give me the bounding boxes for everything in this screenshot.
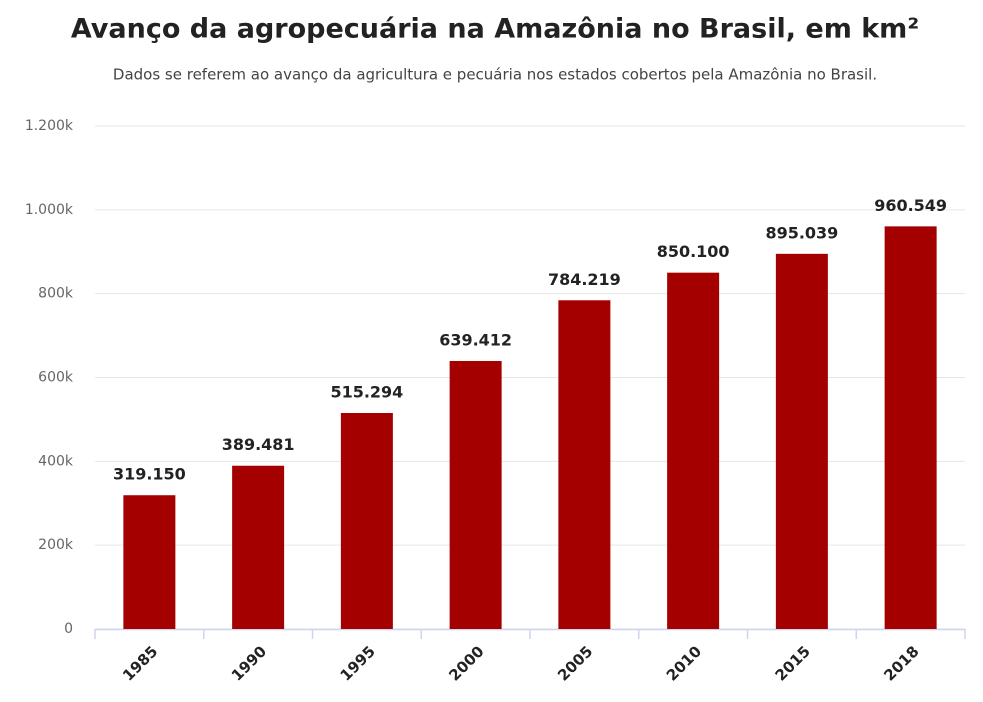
- y-tick-label: 0: [64, 621, 73, 637]
- y-tick-label: 600k: [38, 370, 74, 386]
- bar: [667, 272, 720, 629]
- bar: [449, 360, 502, 629]
- chart-title: Avanço da agropecuária na Amazônia no Br…: [71, 14, 919, 45]
- data-label: 784.219: [548, 270, 621, 289]
- bar: [775, 253, 828, 630]
- data-label: 960.549: [874, 196, 947, 215]
- bar: [340, 413, 393, 629]
- chart-subtitle: Dados se referem ao avanço da agricultur…: [113, 66, 877, 84]
- bar: [558, 300, 611, 629]
- y-tick-label: 1.200k: [25, 118, 74, 134]
- data-label: 319.150: [113, 465, 186, 484]
- y-tick-label: 400k: [38, 453, 74, 469]
- bar: [884, 226, 937, 629]
- data-label: 850.100: [657, 242, 730, 261]
- y-tick-label: 1.000k: [25, 202, 74, 218]
- bar: [232, 465, 285, 629]
- y-tick-label: 200k: [38, 537, 74, 553]
- data-label: 515.294: [330, 383, 403, 402]
- data-label: 389.481: [222, 435, 295, 454]
- data-label: 895.039: [765, 223, 838, 242]
- y-tick-label: 800k: [38, 286, 74, 302]
- bar: [123, 495, 176, 629]
- data-label: 639.412: [439, 330, 512, 349]
